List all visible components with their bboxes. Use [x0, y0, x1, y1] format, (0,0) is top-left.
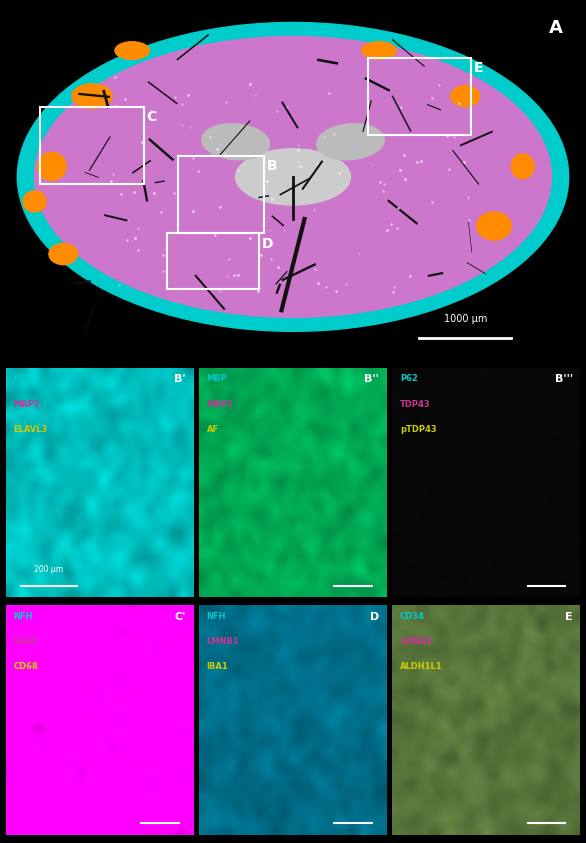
Text: IBA1: IBA1	[207, 663, 229, 672]
Text: ALDH1L1: ALDH1L1	[400, 663, 442, 672]
Ellipse shape	[202, 124, 270, 160]
Text: D: D	[261, 237, 273, 250]
Text: CD68: CD68	[13, 663, 38, 672]
Ellipse shape	[115, 42, 149, 59]
Text: E: E	[474, 61, 483, 75]
Text: LMNB1: LMNB1	[400, 637, 432, 647]
Text: 1000 μm: 1000 μm	[444, 314, 487, 325]
Text: TDP43: TDP43	[400, 400, 431, 409]
Bar	[367, 57, 471, 135]
Text: P62: P62	[400, 374, 418, 384]
Ellipse shape	[38, 153, 66, 180]
Ellipse shape	[511, 154, 534, 179]
Text: A: A	[549, 19, 563, 37]
Ellipse shape	[35, 36, 551, 317]
Bar	[40, 107, 144, 184]
Text: B: B	[267, 159, 278, 174]
Ellipse shape	[236, 149, 350, 205]
Text: MBP: MBP	[13, 374, 34, 384]
Text: B'': B''	[364, 374, 379, 384]
Text: E: E	[565, 612, 573, 622]
Ellipse shape	[451, 86, 479, 107]
Ellipse shape	[72, 84, 112, 109]
Text: NFH: NFH	[207, 612, 226, 621]
Text: GFAP: GFAP	[13, 637, 38, 647]
Text: CD34: CD34	[400, 612, 425, 621]
Text: pTDP43: pTDP43	[400, 425, 437, 434]
Ellipse shape	[18, 23, 568, 331]
Ellipse shape	[362, 42, 396, 59]
Text: C': C'	[175, 612, 186, 622]
Text: D: D	[370, 612, 379, 622]
Text: LMNB1: LMNB1	[207, 637, 240, 647]
Ellipse shape	[49, 244, 77, 265]
Bar	[166, 233, 258, 289]
Text: MAP2: MAP2	[207, 400, 233, 409]
Text: MAP2: MAP2	[13, 400, 40, 409]
Ellipse shape	[23, 191, 46, 212]
Text: AF: AF	[207, 425, 219, 434]
Text: MBP: MBP	[207, 374, 227, 384]
Bar	[178, 156, 264, 233]
Text: NFH: NFH	[13, 612, 33, 621]
Text: C: C	[146, 110, 157, 124]
Text: B': B'	[175, 374, 186, 384]
Text: B''': B'''	[554, 374, 573, 384]
Ellipse shape	[316, 124, 384, 160]
Text: ELAVL3: ELAVL3	[13, 425, 47, 434]
Ellipse shape	[477, 212, 511, 240]
Text: 200 μm: 200 μm	[35, 565, 64, 574]
